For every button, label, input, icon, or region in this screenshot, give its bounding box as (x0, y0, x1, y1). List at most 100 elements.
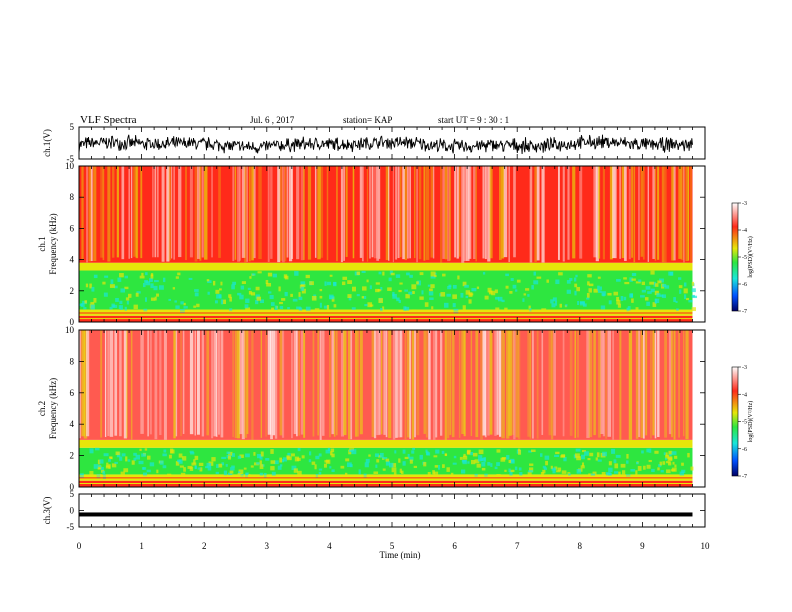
spectrogram-streak (498, 330, 502, 437)
spectrogram-speckle (237, 473, 242, 476)
spectrogram-speckle (392, 293, 397, 299)
spectrogram-speckle (146, 469, 151, 473)
spectrogram-speckle (85, 283, 89, 288)
spectrogram-streak (112, 166, 115, 258)
spectrogram-streak (270, 166, 273, 259)
spectrogram-speckle (207, 280, 212, 284)
spectrogram-speckle (430, 271, 436, 277)
spectrogram-speckle (311, 295, 317, 301)
spectrogram-streak (593, 330, 596, 436)
spectrogram-speckle (408, 291, 413, 295)
spectrogram-streak (612, 166, 615, 259)
spectrogram-speckle (228, 294, 232, 298)
panel-s1-y-tick-label: 4 (70, 255, 75, 265)
spectrogram-speckle (323, 305, 329, 309)
spectrogram-speckle (300, 281, 306, 285)
spectrogram-speckle (417, 280, 421, 286)
spectrogram-speckle (508, 459, 512, 464)
colorbar-tick-label: -4 (742, 392, 747, 398)
spectrogram-speckle (573, 277, 577, 282)
spectrogram-speckle (496, 449, 501, 453)
spectrogram-speckle (150, 297, 156, 301)
spectrogram-speckle (635, 281, 641, 284)
time-axis-label: Time (min) (380, 550, 421, 560)
spectrogram-streak (428, 330, 431, 440)
spectrogram-speckle (125, 297, 130, 301)
spectrogram-speckle (149, 462, 155, 467)
spectrogram-streak (173, 166, 175, 260)
spectrogram-streak (418, 166, 422, 260)
spectrogram-speckle (539, 453, 543, 457)
spectrogram-speckle (315, 455, 320, 460)
spectrogram-speckle (668, 271, 674, 276)
spectrogram-speckle (109, 284, 115, 288)
spectrogram-speckle (652, 302, 657, 307)
spectrogram-streak (352, 166, 355, 259)
spectrogram-speckle (452, 462, 457, 465)
spectrogram-speckle (542, 469, 546, 474)
spectrogram-speckle (84, 300, 87, 304)
spectrogram-speckle (229, 296, 232, 302)
spectrogram-speckle (281, 458, 285, 463)
spectrogram-speckle (650, 288, 655, 293)
panel-ch1-y-label: ch.1(V) (42, 129, 52, 157)
spectrogram-streak (598, 166, 601, 259)
spectrogram-streak (425, 166, 430, 260)
spectrogram-streak (267, 166, 270, 262)
spectrogram-streak (532, 330, 534, 439)
spectrogram-speckle (93, 464, 99, 469)
spectrogram-speckle (497, 296, 503, 302)
spectrogram-speckle (308, 459, 312, 463)
spectrogram-speckle (428, 291, 434, 296)
spectrogram-speckle (460, 292, 464, 298)
start-time-label: start UT = 9 : 30 : 1 (438, 115, 509, 125)
spectrogram-speckle (141, 453, 146, 457)
spectrogram-streak (595, 166, 599, 262)
spectrogram-speckle (301, 455, 305, 459)
spectrogram-speckle (245, 453, 250, 458)
spectrogram-speckle (665, 454, 670, 459)
spectrogram-streak (557, 166, 560, 260)
spectrogram-streak (652, 166, 655, 259)
spectrogram-speckle (213, 280, 216, 286)
date-label: Jul. 6 , 2017 (250, 115, 295, 125)
spectrogram-speckle (602, 451, 607, 457)
spectrogram-speckle (646, 448, 649, 453)
spectrogram-speckle (382, 306, 385, 311)
spectrogram-speckle (488, 290, 493, 295)
spectrogram-speckle (644, 297, 649, 301)
spectrogram-streak (458, 166, 461, 257)
spectrogram-speckle (614, 463, 619, 469)
spectrogram-speckle (433, 471, 439, 477)
spectrogram-speckle (94, 447, 100, 451)
spectrogram-speckle (369, 285, 372, 290)
spectrogram-speckle (124, 306, 127, 311)
spectrogram-streak (293, 330, 297, 435)
spectrogram-speckle (643, 465, 646, 470)
spectrogram-speckle (211, 457, 216, 462)
spectrogram-speckle (519, 472, 523, 477)
spectrogram-speckle (442, 464, 445, 468)
spectrogram-streak (211, 166, 213, 258)
spectrogram-speckle (536, 276, 542, 279)
spectrogram-speckle (366, 279, 369, 283)
spectrogram-speckle (668, 462, 672, 466)
panel-s1-frequency-label: Frequency (kHz) (48, 213, 58, 274)
spectrogram-speckle (430, 284, 435, 289)
time-tick-label: 0 (77, 541, 82, 551)
spectrogram-speckle (144, 297, 147, 302)
spectrogram-speckle (626, 460, 629, 464)
spectrogram-speckle (554, 466, 558, 470)
spectrogram-speckle (256, 462, 261, 465)
spectrogram-streak (664, 166, 667, 263)
spectrogram-speckle (664, 457, 668, 461)
spectrogram-speckle (120, 305, 123, 310)
panel-ch1-y-tick-label: 5 (70, 122, 75, 132)
spectrogram-speckle (257, 271, 262, 274)
colorbar-gradient (731, 202, 739, 312)
spectrogram-speckle (319, 295, 323, 299)
spectrogram-streak (345, 166, 348, 257)
spectrogram-streak (130, 166, 133, 259)
spectrogram-speckle (301, 288, 306, 294)
spectrogram-speckle (646, 464, 651, 469)
